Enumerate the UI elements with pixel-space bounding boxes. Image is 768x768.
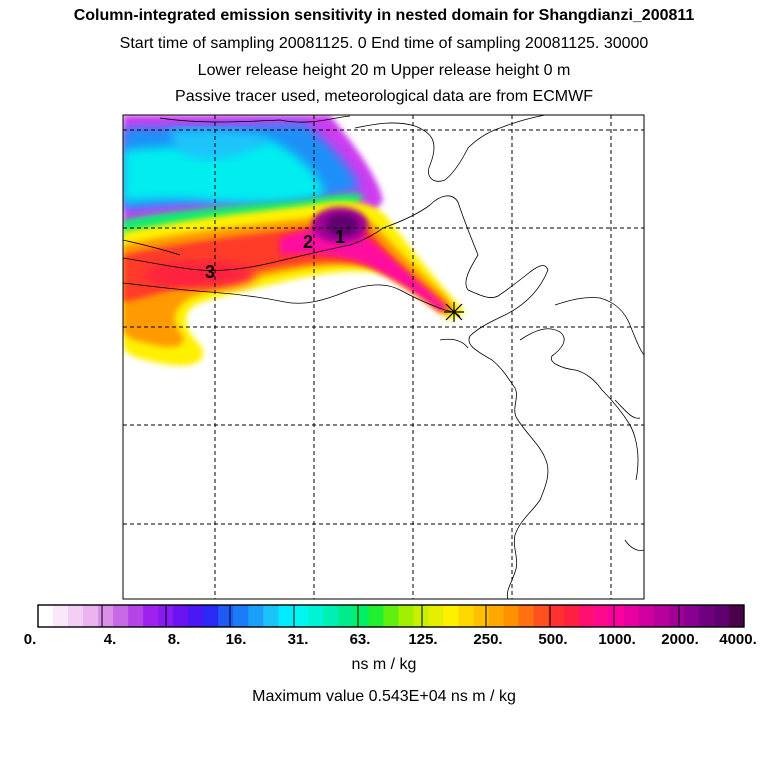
colorbar-swatch bbox=[713, 605, 730, 627]
colorbar-tick-label: 8. bbox=[167, 631, 181, 648]
colorbar-swatch bbox=[233, 605, 249, 627]
colorbar-swatch bbox=[638, 605, 655, 627]
colorbar-tick-label: 31. bbox=[287, 631, 309, 648]
colorbar-tick-label: 250. bbox=[473, 631, 503, 648]
colorbar-swatch bbox=[503, 605, 520, 627]
colorbar-swatch bbox=[38, 605, 54, 627]
colorbar-swatch bbox=[398, 605, 415, 627]
colorbar-swatch bbox=[518, 605, 535, 627]
colorbar-swatch bbox=[368, 605, 384, 627]
colorbar-swatch bbox=[653, 605, 670, 627]
colorbar-units: ns m / kg bbox=[351, 656, 417, 673]
colorbar-swatch bbox=[728, 605, 745, 627]
colorbar-swatch bbox=[113, 605, 129, 627]
colorbar-swatch bbox=[143, 605, 159, 627]
colorbar-frame bbox=[37, 604, 745, 628]
colorbar-tick-label: 16. bbox=[225, 631, 247, 648]
colorbar-swatch bbox=[248, 605, 264, 627]
colorbar-swatch bbox=[353, 605, 369, 627]
colorbar-swatch bbox=[623, 605, 640, 627]
colorbar-swatch bbox=[338, 605, 354, 627]
colorbar-swatch bbox=[383, 605, 400, 627]
marker-1-label: 1 bbox=[335, 227, 345, 247]
colorbar-swatch bbox=[218, 605, 234, 627]
colorbar-tick-label: 63. bbox=[349, 631, 371, 648]
colorbar-swatch bbox=[533, 605, 550, 627]
colorbar-swatch bbox=[83, 605, 99, 627]
colorbar-swatch bbox=[488, 605, 505, 627]
release-height-line: Lower release height 20 m Upper release … bbox=[197, 62, 571, 79]
colorbar-swatch bbox=[578, 605, 595, 627]
colorbar-swatch bbox=[173, 605, 189, 627]
colorbar-swatch bbox=[413, 605, 430, 627]
colorbar-tick-label: 1000. bbox=[598, 631, 636, 648]
colorbar-swatch bbox=[548, 605, 565, 627]
colorbar-tick-label: 0. bbox=[23, 631, 37, 648]
colorbar-swatch bbox=[323, 605, 339, 627]
colorbar-tick-label: 4. bbox=[103, 631, 117, 648]
colorbar-swatch bbox=[308, 605, 324, 627]
tracer-info-line: Passive tracer used, meteorological data… bbox=[175, 88, 593, 105]
colorbar-swatch bbox=[98, 605, 114, 627]
colorbar-swatch bbox=[263, 605, 279, 627]
marker-3-label: 3 bbox=[205, 262, 215, 282]
colorbar-swatch bbox=[203, 605, 219, 627]
colorbar-swatch bbox=[593, 605, 610, 627]
maximum-value-text: Maximum value 0.543E+04 ns m / kg bbox=[252, 688, 516, 705]
colorbar-swatch bbox=[458, 605, 475, 627]
map-frame bbox=[122, 114, 645, 600]
colorbar-swatch bbox=[293, 605, 309, 627]
colorbar-swatch bbox=[608, 605, 625, 627]
release-site-marker bbox=[444, 302, 464, 322]
colorbar-tick-label: 125. bbox=[408, 631, 438, 648]
colorbar-swatch bbox=[473, 605, 490, 627]
colorbar bbox=[38, 605, 745, 627]
colorbar-tick-label: 500. bbox=[538, 631, 568, 648]
coastlines bbox=[123, 115, 644, 599]
colorbar-swatch bbox=[128, 605, 144, 627]
colorbar-swatch bbox=[188, 605, 204, 627]
colorbar-tick-label: 2000. bbox=[661, 631, 699, 648]
sensitivity-field bbox=[123, 115, 465, 366]
colorbar-swatch bbox=[443, 605, 460, 627]
marker-2-label: 2 bbox=[303, 232, 313, 252]
colorbar-swatch bbox=[698, 605, 715, 627]
colorbar-swatch bbox=[683, 605, 700, 627]
colorbar-swatch bbox=[428, 605, 445, 627]
colorbar-swatch bbox=[53, 605, 69, 627]
colorbar-swatch bbox=[668, 605, 685, 627]
colorbar-swatch bbox=[68, 605, 84, 627]
graticule bbox=[123, 115, 644, 599]
colorbar-swatch bbox=[563, 605, 580, 627]
colorbar-tick-label: 4000. bbox=[719, 631, 757, 648]
map-title: Column-integrated emission sensitivity i… bbox=[73, 7, 695, 24]
colorbar-swatch bbox=[278, 605, 294, 627]
sampling-time-line: Start time of sampling 20081125. 0 End t… bbox=[119, 35, 649, 52]
